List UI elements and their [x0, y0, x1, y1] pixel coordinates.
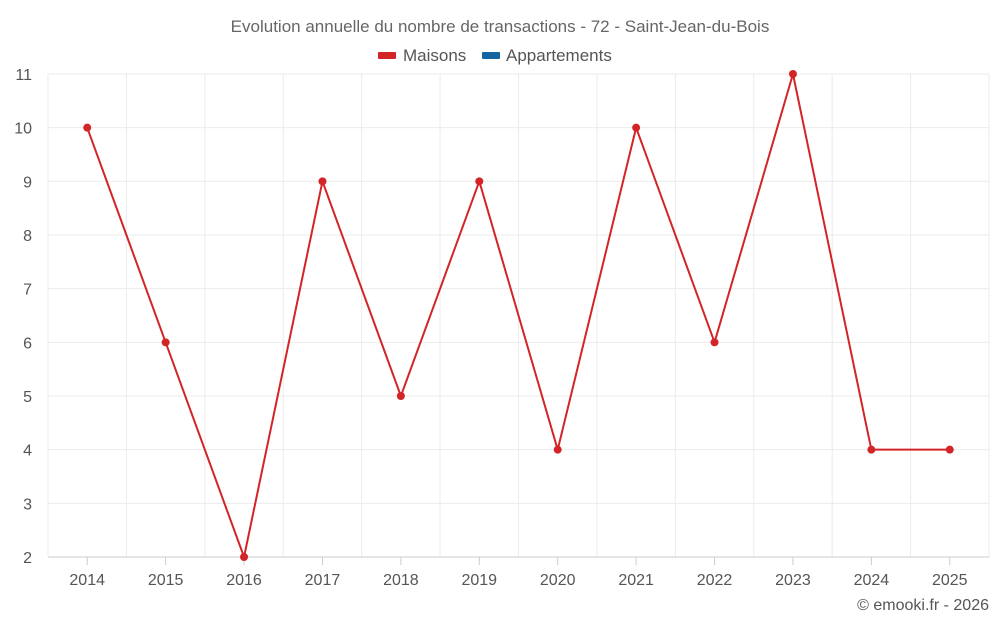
legend-label: Appartements — [506, 46, 612, 65]
legend-swatch — [482, 52, 500, 59]
x-tick-label: 2017 — [305, 572, 341, 589]
y-tick-label: 8 — [23, 228, 32, 245]
x-tick-label: 2020 — [540, 572, 576, 589]
series-line-maisons — [86, 73, 950, 558]
x-tick-label: 2019 — [461, 572, 497, 589]
y-tick-label: 3 — [23, 496, 32, 513]
y-tick-label: 2 — [23, 550, 32, 567]
y-tick-label: 11 — [15, 67, 32, 84]
data-point-maisons-2024[interactable] — [867, 445, 876, 454]
credit-text: © emooki.fr - 2026 — [857, 597, 989, 614]
y-axis: 2 3 4 5 6 7 8 9 10 11 — [14, 67, 32, 567]
x-tick-label: 2021 — [618, 572, 654, 589]
y-tick-label: 6 — [23, 335, 32, 352]
grid — [47, 73, 990, 558]
data-point-maisons-2016[interactable] — [240, 553, 249, 561]
y-tick-label: 7 — [23, 282, 32, 299]
data-point-maisons-2021[interactable] — [632, 123, 641, 132]
x-tick-label: 2018 — [383, 572, 419, 589]
chart-title: Evolution annuelle du nombre de transact… — [231, 17, 770, 36]
data-point-maisons-2019[interactable] — [475, 177, 484, 186]
legend-item-maisons[interactable]: Maisons — [378, 46, 466, 65]
data-point-maisons-2014[interactable] — [83, 123, 92, 132]
data-point-maisons-2022[interactable] — [710, 338, 719, 347]
data-point-maisons-2017[interactable] — [318, 177, 327, 186]
legend-label: Maisons — [403, 46, 466, 65]
y-tick-label: 10 — [14, 121, 32, 138]
y-tick-label: 9 — [23, 174, 32, 191]
x-tick-label: 2024 — [854, 572, 890, 589]
legend-swatch — [378, 52, 396, 59]
legend-item-appartements[interactable]: Appartements — [482, 46, 612, 65]
y-tick-label: 5 — [23, 389, 32, 406]
x-tick-label: 2016 — [226, 572, 262, 589]
data-point-maisons-2023[interactable] — [788, 70, 797, 78]
y-tick-label: 4 — [23, 443, 32, 460]
legend: Maisons Appartements — [378, 46, 612, 65]
data-point-maisons-2020[interactable] — [553, 445, 562, 454]
series-layer — [83, 70, 954, 561]
x-tick-label: 2025 — [932, 572, 968, 589]
data-point-maisons-2025[interactable] — [945, 445, 954, 454]
x-tick-label: 2014 — [69, 572, 105, 589]
data-point-maisons-2018[interactable] — [396, 392, 405, 400]
data-point-maisons-2015[interactable] — [161, 338, 170, 347]
x-tick-label: 2023 — [775, 572, 811, 589]
x-axis: 2014 2015 2016 2017 2018 2019 2020 2021 2022 2023… — [69, 557, 968, 589]
x-tick-label: 2015 — [148, 572, 184, 589]
x-tick-label: 2022 — [697, 572, 733, 589]
